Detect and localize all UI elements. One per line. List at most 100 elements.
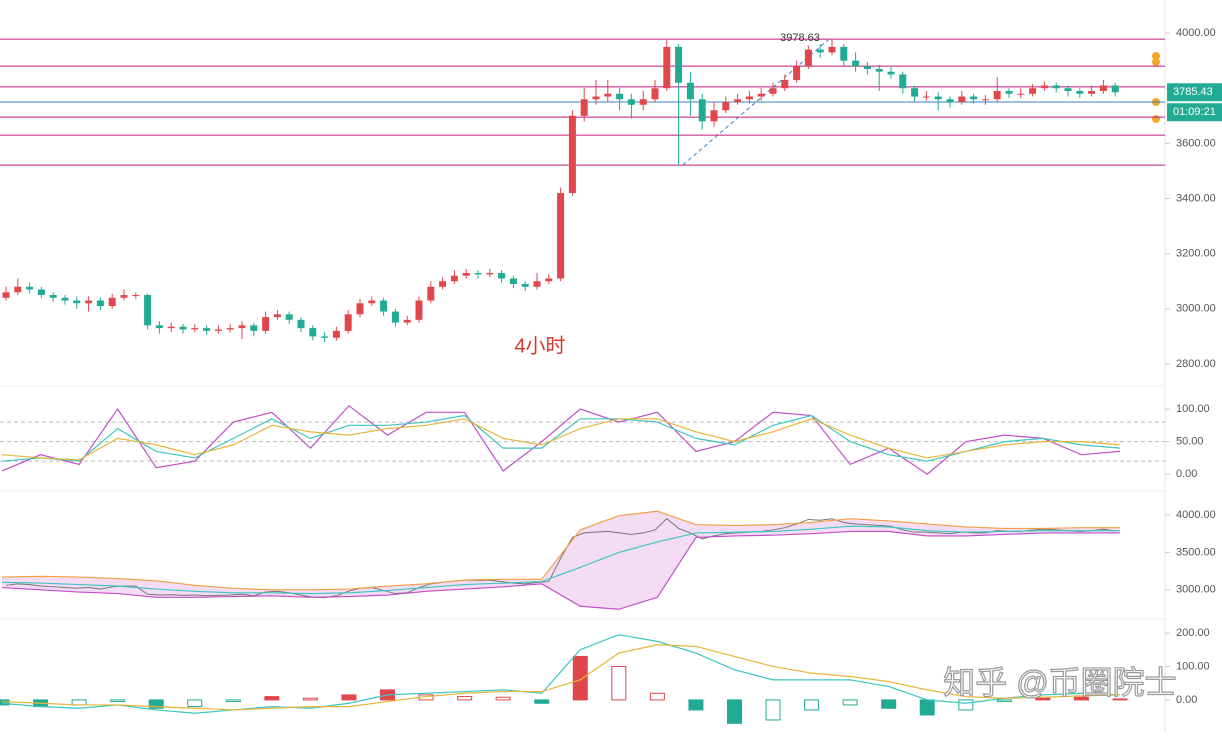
oscillator-line	[1, 414, 1121, 462]
y-tick-label: 3000.00	[1176, 584, 1216, 596]
histogram-bar	[495, 696, 511, 701]
candle-body	[675, 46, 683, 83]
countdown-tag	[1167, 103, 1222, 122]
candle-body	[73, 300, 81, 304]
histogram-bar	[534, 699, 550, 704]
histogram-bar	[1035, 697, 1051, 701]
y-tick-label: 3400.00	[1176, 192, 1216, 204]
candle-body	[238, 325, 246, 329]
alert-icon[interactable]	[1152, 58, 1160, 66]
y-tick-label: 0.00	[1176, 694, 1197, 706]
histogram-bar	[649, 692, 665, 701]
candle-body	[427, 286, 435, 301]
candle-body	[1017, 93, 1025, 95]
candle-body	[167, 326, 175, 329]
candle-body	[26, 286, 34, 290]
oscillator-line	[1, 418, 1121, 461]
candle-body	[380, 300, 388, 312]
candle-body	[403, 319, 411, 323]
candle-body	[604, 93, 612, 97]
y-tick-label: 50.00	[1176, 436, 1204, 448]
y-tick-label: 4000.00	[1176, 27, 1216, 39]
candle-body	[875, 68, 883, 72]
histogram-bar	[572, 655, 588, 701]
candle-body	[226, 328, 234, 330]
candle-body	[344, 314, 352, 331]
macd-line	[1, 634, 1121, 714]
alert-icon[interactable]	[1152, 52, 1160, 60]
candle-body	[557, 193, 565, 279]
candle-body	[49, 295, 57, 298]
candle-body	[262, 317, 270, 331]
candle-body	[155, 325, 163, 329]
y-tick-label: 3500.00	[1176, 546, 1216, 558]
price-tag	[1167, 83, 1222, 102]
histogram-bar	[688, 699, 704, 711]
candle-body	[663, 46, 671, 89]
candle-body	[415, 300, 423, 320]
candle-body	[321, 336, 329, 338]
histogram-bar	[842, 699, 858, 706]
histogram-bar	[457, 696, 473, 701]
candle-body	[946, 99, 954, 103]
candle-body	[474, 272, 482, 275]
candle-body	[710, 110, 718, 122]
candle-body	[1029, 88, 1037, 94]
band-line	[1, 530, 1120, 610]
candle-body	[1064, 88, 1072, 91]
candle-body	[533, 281, 541, 287]
candle-body	[1088, 90, 1096, 94]
y-tick-label: 100.00	[1176, 660, 1210, 672]
histogram-bar	[804, 699, 820, 711]
candle-body	[616, 93, 624, 100]
candle-body	[509, 278, 517, 284]
histogram-bar	[110, 699, 126, 703]
price-tag-label: 3785.43	[1173, 86, 1213, 98]
candle-body	[804, 49, 812, 67]
candle-body	[1076, 90, 1084, 94]
histogram-bar	[148, 699, 164, 709]
candle-body	[781, 79, 789, 89]
candle-body	[14, 286, 22, 293]
candle-body	[545, 278, 553, 282]
y-tick-label: 3600.00	[1176, 137, 1216, 149]
candle-body	[498, 272, 506, 279]
y-tick-label: 200.00	[1176, 627, 1210, 639]
candle-body	[285, 314, 293, 320]
histogram-bar	[1112, 698, 1128, 701]
candle-body	[958, 96, 966, 103]
candle-body	[203, 328, 211, 331]
candle-body	[179, 326, 187, 330]
candle-body	[85, 300, 93, 304]
candle-body	[1052, 85, 1060, 89]
candle-body	[309, 328, 317, 337]
candle-body	[568, 115, 576, 194]
alert-icon[interactable]	[1152, 115, 1160, 123]
band-line	[1, 510, 1120, 591]
candle-body	[462, 272, 470, 276]
candle-body	[1099, 85, 1107, 91]
candle-body	[332, 330, 340, 338]
candle-body	[96, 300, 104, 307]
candle-body	[793, 66, 801, 80]
candle-body	[627, 99, 635, 105]
histogram-bar	[765, 699, 781, 721]
candle-body	[1040, 85, 1048, 89]
candle-body	[191, 328, 199, 330]
candle-body	[391, 311, 399, 323]
candle-body	[297, 319, 305, 329]
trend-line	[682, 39, 829, 166]
peak-label: 3978.63	[780, 32, 820, 44]
candle-body	[108, 297, 116, 307]
histogram-bar	[726, 699, 742, 724]
candle-body	[61, 297, 69, 301]
histogram-bar	[264, 696, 280, 701]
candle-body	[651, 88, 659, 100]
candle-body	[37, 289, 45, 296]
price-line	[5, 518, 1116, 599]
histogram-bar	[881, 699, 897, 709]
candle-body	[273, 314, 281, 318]
band-fill	[2, 511, 1120, 610]
